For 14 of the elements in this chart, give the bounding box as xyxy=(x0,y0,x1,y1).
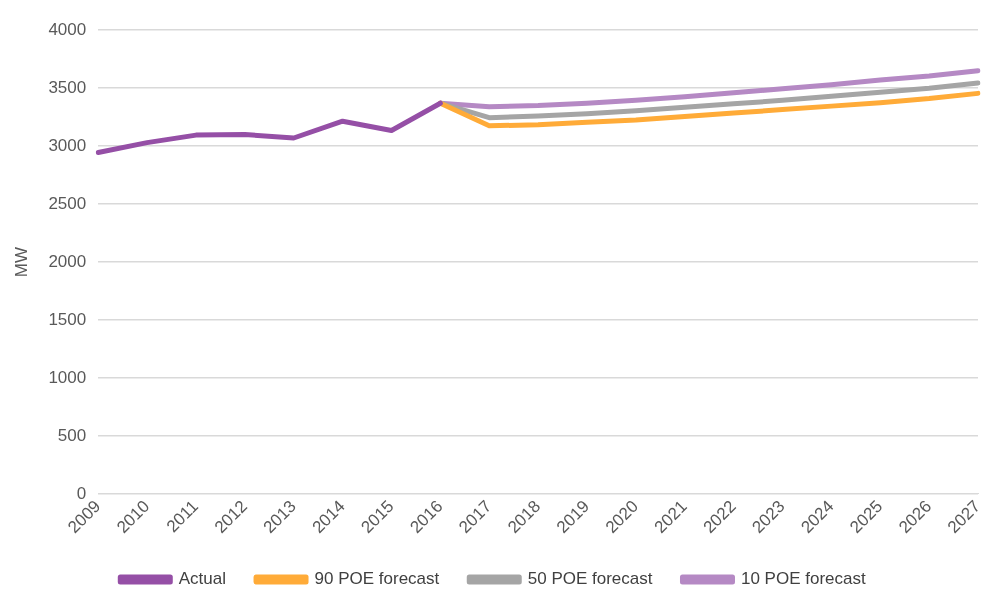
y-tick-label: 0 xyxy=(76,483,87,503)
y-tick-label: 2000 xyxy=(48,251,87,271)
y-axis-title: MW xyxy=(11,246,31,278)
y-tick-label: 3000 xyxy=(48,135,87,155)
legend-label: 10 POE forecast xyxy=(740,569,866,589)
y-tick-label: 1000 xyxy=(48,367,87,387)
legend-label: 50 POE forecast xyxy=(527,569,653,589)
y-tick-label: 1500 xyxy=(48,309,87,329)
legend-label: 90 POE forecast xyxy=(314,569,440,589)
y-tick-label: 3500 xyxy=(48,77,87,97)
legend-label: Actual xyxy=(178,569,227,589)
y-tick-label: 500 xyxy=(57,425,87,445)
y-tick-label: 2500 xyxy=(48,193,87,213)
y-tick-label: 4000 xyxy=(48,19,87,39)
